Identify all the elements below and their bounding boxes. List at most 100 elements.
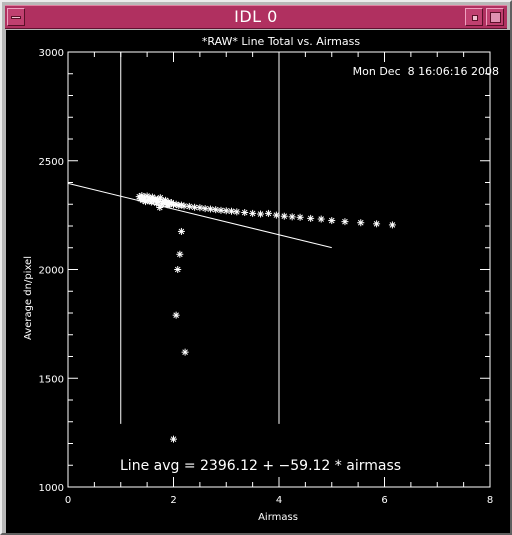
y-tick-label: 3000 bbox=[39, 48, 64, 59]
data-point-stroke bbox=[197, 204, 203, 211]
data-point bbox=[174, 266, 182, 273]
data-point-stroke bbox=[165, 201, 172, 208]
data-point bbox=[156, 204, 164, 212]
data-point bbox=[357, 219, 365, 227]
data-point bbox=[206, 205, 214, 213]
y-tick-label: 2000 bbox=[39, 266, 64, 277]
maximize-button[interactable] bbox=[486, 8, 504, 26]
data-point bbox=[288, 213, 296, 221]
data-point bbox=[196, 204, 204, 212]
data-point-stroke bbox=[218, 207, 224, 214]
data-point-stroke bbox=[223, 207, 230, 214]
data-point bbox=[212, 206, 220, 214]
data-point-stroke bbox=[249, 210, 256, 217]
data-point-stroke bbox=[182, 349, 188, 355]
data-point bbox=[181, 348, 189, 356]
data-point-stroke bbox=[228, 208, 235, 215]
data-point bbox=[164, 201, 172, 209]
data-point-stroke bbox=[207, 206, 214, 212]
data-point bbox=[176, 250, 184, 258]
data-point-stroke bbox=[328, 217, 335, 224]
data-point bbox=[228, 207, 236, 215]
x-tick-label: 4 bbox=[276, 495, 282, 506]
window-title: IDL 0 bbox=[234, 7, 278, 26]
data-point bbox=[233, 208, 241, 216]
data-point bbox=[328, 217, 336, 225]
data-point-stroke bbox=[233, 209, 240, 215]
data-point-stroke bbox=[178, 228, 185, 235]
data-point bbox=[373, 220, 381, 228]
data-point-stroke bbox=[157, 194, 164, 201]
data-point-stroke bbox=[170, 436, 177, 442]
y-axis-label: Average dn/pixel bbox=[23, 256, 34, 340]
data-point-stroke bbox=[177, 251, 183, 258]
data-point bbox=[296, 213, 304, 221]
data-point bbox=[170, 435, 177, 443]
x-tick-label: 8 bbox=[487, 495, 493, 506]
window-menu-button[interactable] bbox=[7, 8, 25, 26]
data-point-stroke bbox=[162, 197, 169, 204]
data-point-stroke bbox=[273, 212, 280, 218]
data-point-stroke bbox=[307, 215, 314, 222]
axis-ticks: 0 2 4 6 8 1000 1500 2000 2500 3000 bbox=[39, 48, 494, 506]
data-point bbox=[257, 210, 265, 218]
data-point-stroke bbox=[191, 204, 198, 211]
data-point bbox=[249, 209, 257, 217]
vertical-marker-lines bbox=[120, 52, 280, 424]
data-point bbox=[388, 221, 396, 229]
data-point bbox=[185, 202, 193, 210]
data-point-stroke bbox=[265, 210, 272, 217]
data-point-stroke bbox=[257, 211, 264, 217]
data-point-stroke bbox=[152, 196, 158, 202]
y-tick-label: 1500 bbox=[39, 374, 64, 385]
data-points bbox=[135, 192, 396, 443]
data-point-stroke bbox=[241, 209, 248, 216]
y-tick-label: 1000 bbox=[39, 483, 64, 494]
minimize-button[interactable] bbox=[465, 8, 483, 26]
data-point bbox=[307, 214, 315, 222]
data-point bbox=[177, 227, 185, 235]
data-point bbox=[222, 207, 230, 215]
x-axis-label: Airmass bbox=[258, 512, 298, 523]
window-menu-icon bbox=[11, 16, 21, 19]
data-point-stroke bbox=[318, 216, 325, 222]
data-point-stroke bbox=[173, 312, 179, 318]
x-tick-label: 0 bbox=[65, 495, 71, 506]
data-point-stroke bbox=[281, 213, 288, 220]
data-point-stroke bbox=[178, 202, 185, 208]
data-point bbox=[264, 209, 272, 217]
data-point-stroke bbox=[389, 222, 396, 228]
fit-line-group bbox=[67, 182, 332, 249]
data-point-stroke bbox=[212, 206, 219, 213]
data-point bbox=[172, 311, 180, 319]
x-tick-label: 6 bbox=[381, 495, 387, 506]
data-point-stroke bbox=[297, 214, 303, 221]
data-point-stroke bbox=[202, 205, 208, 212]
chart-title: *RAW* Line Total vs. Airmass bbox=[202, 35, 360, 48]
data-point bbox=[272, 211, 280, 219]
plot-canvas: 0 2 4 6 8 1000 1500 2000 2500 3000 *RAW* Line Tot… bbox=[6, 30, 510, 533]
minimize-icon bbox=[472, 15, 478, 21]
data-point-stroke bbox=[342, 218, 348, 225]
chart-timestamp: Mon Dec 8 16:06:16 2008 bbox=[353, 65, 499, 78]
window-titlebar[interactable]: IDL 0 bbox=[5, 5, 507, 29]
data-point-stroke bbox=[174, 266, 181, 273]
data-point-stroke bbox=[149, 194, 156, 200]
y-tick-label: 2500 bbox=[39, 157, 64, 168]
data-point-stroke bbox=[156, 204, 163, 211]
scatter-plot: 0 2 4 6 8 1000 1500 2000 2500 3000 *RAW* Line Tot… bbox=[23, 35, 499, 523]
data-point-stroke bbox=[373, 221, 380, 227]
x-tick-label: 2 bbox=[170, 495, 176, 506]
data-point bbox=[317, 215, 325, 223]
data-point bbox=[241, 209, 249, 217]
data-point-stroke bbox=[173, 201, 179, 208]
data-point-stroke bbox=[186, 203, 193, 210]
fit-line bbox=[67, 182, 332, 249]
data-point-stroke bbox=[289, 214, 295, 220]
maximize-icon bbox=[490, 12, 501, 23]
data-point bbox=[341, 218, 349, 226]
fit-equation-label: Line avg = 2396.12 + −59.12 * airmass bbox=[120, 458, 401, 474]
data-point-stroke bbox=[357, 219, 364, 226]
data-point-stroke bbox=[181, 203, 187, 209]
